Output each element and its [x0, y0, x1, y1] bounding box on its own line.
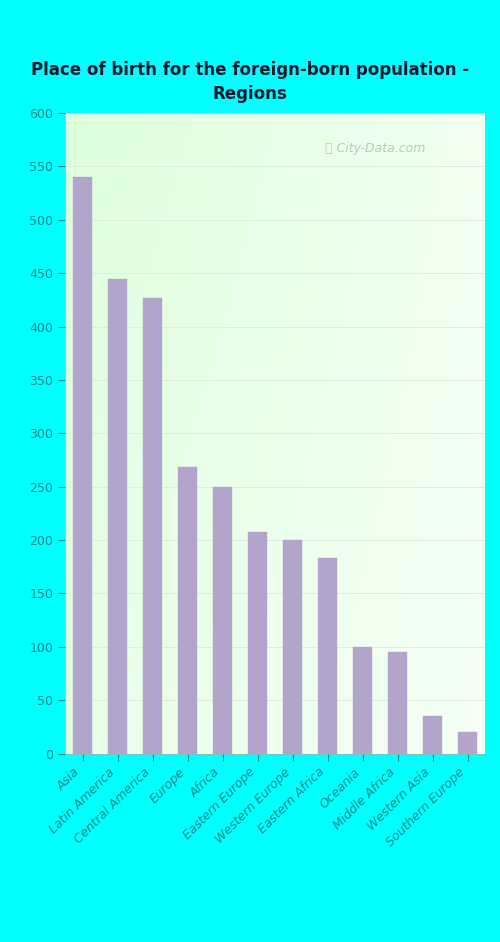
Bar [458, 732, 477, 754]
Bar [388, 652, 407, 754]
Bar [423, 716, 442, 754]
Bar [283, 540, 302, 754]
Bar [353, 647, 372, 754]
Bar [143, 298, 162, 754]
Bar [73, 177, 92, 754]
Text: Place of birth for the foreign-born population -
Regions: Place of birth for the foreign-born popu… [31, 61, 469, 103]
Bar [248, 531, 267, 754]
Bar [108, 279, 127, 754]
Bar [178, 467, 197, 754]
Bar [213, 487, 232, 754]
Text: Ⓣ City-Data.com: Ⓣ City-Data.com [326, 142, 426, 154]
Bar [318, 559, 337, 754]
